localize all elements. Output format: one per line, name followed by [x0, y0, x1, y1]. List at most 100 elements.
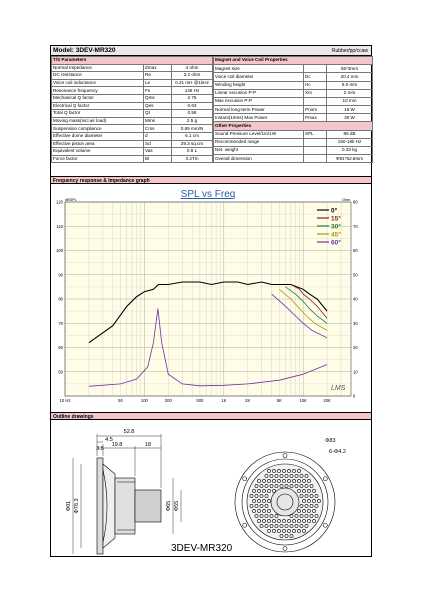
dim-outer-diameter: Φ91 — [66, 501, 72, 512]
ts-param-name: DC resistance — [51, 71, 144, 80]
table-row: Mechanical Q factor Qms 2.75 — [51, 93, 214, 103]
grille-hole — [269, 524, 274, 528]
series-line-60deg — [271, 293, 328, 339]
magnet-param-name: Overall dimension — [213, 154, 305, 164]
magnet-param-symbol — [303, 137, 328, 147]
magnet-param-name: Sound Pressure Level/1m/1W — [213, 129, 305, 139]
ts-param-value: 3.2 ohm — [170, 71, 214, 80]
x-tick-label: 10K — [299, 398, 307, 403]
grille-hole — [292, 479, 296, 483]
grille-hole — [277, 519, 281, 523]
ts-param-value: 0.8 L — [170, 147, 214, 156]
magnet-param-name: Linear excusion P-P — [213, 88, 305, 98]
ts-param-value: 2.5 g — [170, 116, 214, 126]
grille-hole — [314, 494, 319, 498]
grille-hole — [274, 474, 279, 478]
grille-hole — [289, 484, 294, 488]
grille-hole — [257, 479, 261, 483]
ts-param-symbol: Bl — [143, 154, 172, 164]
table-row: Effective piston area Sd 29.3 sq.cm — [51, 139, 214, 149]
grille-hole — [299, 494, 304, 498]
grille-hole — [302, 519, 306, 523]
x-tick-label: 5K — [277, 398, 282, 403]
x-tick-label: 500 — [196, 398, 204, 403]
table-row: Normal long-term Power Pnom 15 W — [213, 105, 374, 115]
magnet-param-value: 20.4 mm — [326, 72, 374, 82]
ts-param-name: Total Q factor — [51, 109, 144, 118]
grille-hole — [292, 469, 296, 473]
grille-hole — [287, 519, 291, 523]
magnet-param-name: Normal long-term Power — [213, 105, 305, 115]
x-tick-label: 10 Hz — [60, 398, 71, 403]
ts-param-symbol: Sd — [143, 139, 172, 149]
grille-hole — [277, 479, 281, 483]
grille-hole — [269, 514, 274, 518]
grille-hole — [252, 499, 256, 503]
grille-hole — [297, 479, 301, 483]
ts-param-name: Moving mass(incl.air load) — [51, 116, 144, 126]
grille-hole — [284, 534, 289, 538]
parameter-tables: T/S Parameters Normal Impedance Zmax 4 ohm D… — [50, 55, 374, 164]
ts-param-name: Normal Impedance — [51, 63, 144, 73]
magnet-param-name: Instant(10ms) Max Power — [213, 113, 305, 123]
grille-hole — [287, 469, 291, 473]
ts-param-symbol: Mms — [143, 116, 172, 126]
ts-param-symbol: Vas — [143, 147, 172, 156]
grille-hole — [309, 494, 314, 498]
grille-hole — [262, 479, 266, 483]
grille-hole — [259, 484, 264, 488]
series-line-15deg — [290, 284, 328, 319]
grille-hole — [287, 529, 291, 533]
magnet-param-name: Magnet size — [213, 64, 305, 74]
frequency-graph-panel: Frequency response & Impedance graph SPL… — [51, 176, 371, 404]
grille-hole — [264, 474, 269, 478]
grille-hole — [304, 484, 309, 488]
grille-hole — [267, 479, 271, 483]
grille-hole — [307, 479, 311, 483]
table-row: Force factor Bl 3.2Tm — [51, 154, 214, 164]
grille-hole — [279, 534, 284, 538]
magnet-param-name: Max excusion P-P — [213, 96, 305, 107]
grille-hole — [297, 469, 301, 473]
grille-hole — [267, 489, 271, 493]
y-tick-label-right: 70 — [353, 224, 358, 229]
magnet-param-name: Recommended range — [213, 137, 305, 147]
legend-entry: 45° — [331, 231, 341, 239]
outline-drawing: 52.8 4.5 3.5 19.8 18 Φ91 Φ78.3 Φ65 Φ55 Φ… — [66, 429, 346, 555]
grille-hole — [299, 524, 304, 528]
lms-watermark: LMS — [331, 385, 346, 392]
grille-hole — [309, 484, 314, 488]
y-tick-label-left: 110 — [56, 224, 63, 229]
y-tick-label-left: 70 — [58, 321, 63, 326]
grille-hole — [297, 489, 301, 493]
dim-overall-depth: 52.8 — [124, 429, 135, 435]
table-row: Electrical Q factor Qes 0.63 — [51, 101, 214, 111]
grille-hole — [262, 489, 266, 493]
side-view-drawing — [72, 434, 182, 555]
grille-hole — [264, 524, 269, 528]
dim-flange-offset: 4.5 — [105, 437, 113, 443]
grille-hole — [314, 514, 319, 518]
ts-param-name: Equivalent volume — [51, 147, 144, 156]
grille-hole — [292, 529, 296, 533]
magnet-param-value: Φ91*52.8mm — [326, 154, 374, 164]
x-tick-label: 2K — [245, 398, 250, 403]
grille-hole — [304, 494, 309, 498]
grille-hole — [302, 479, 306, 483]
table-row: Effective dome diameter d 6.1 cm — [51, 131, 214, 141]
grille-hole — [272, 469, 276, 473]
ts-param-value: 0.63 — [170, 101, 214, 111]
legend-entry: 30° — [331, 223, 341, 231]
magnet-param-symbol: Xm — [303, 88, 328, 98]
table-row: Max excusion P-P 10 mm — [213, 96, 374, 107]
grille-hole — [312, 519, 316, 523]
magnet-param-value: 86 dB — [326, 129, 374, 139]
ts-param-symbol: Re — [143, 71, 172, 80]
grille-hole — [284, 484, 289, 488]
grille-hole — [259, 514, 264, 518]
mounting-hole — [242, 476, 248, 482]
grille-hole — [312, 489, 316, 493]
magnet-param-symbol: SPL — [303, 129, 328, 139]
grille-hole — [304, 504, 309, 508]
